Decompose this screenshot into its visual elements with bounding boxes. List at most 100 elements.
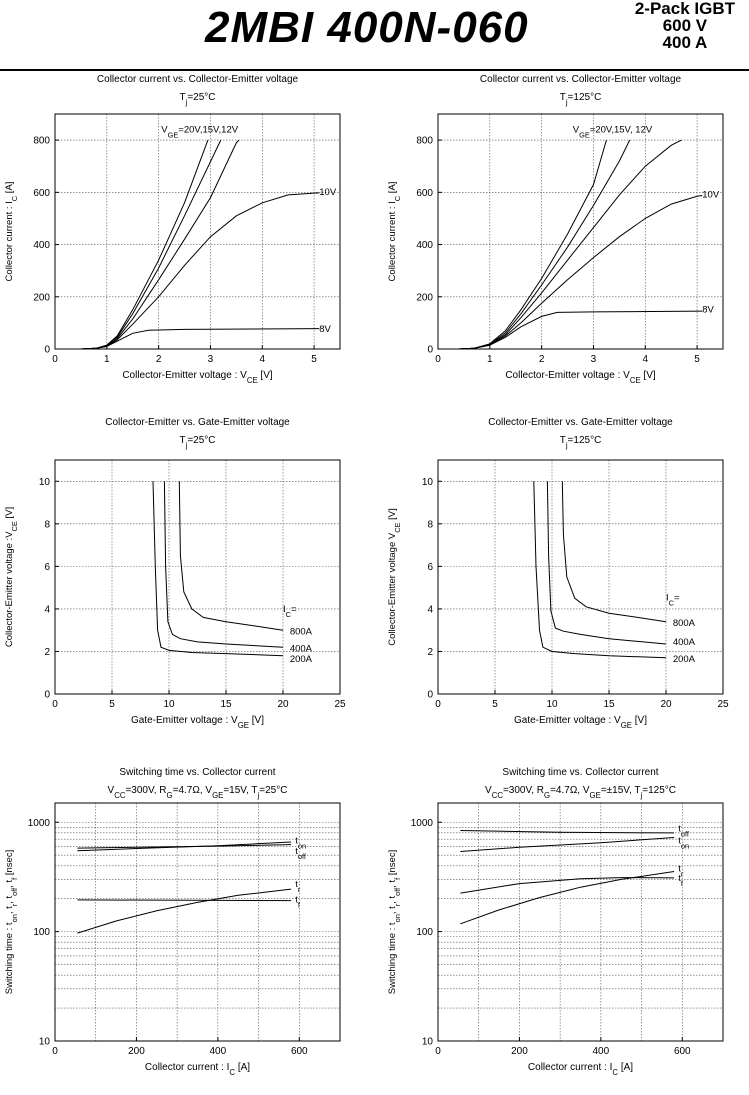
curve-annotation: ton bbox=[678, 835, 689, 850]
curve-annotation: IC= bbox=[666, 592, 680, 607]
curve-annotation: toff bbox=[295, 846, 307, 861]
x-tick-label: 5 bbox=[492, 699, 498, 710]
x-tick-label: 0 bbox=[52, 699, 58, 710]
x-tick-label: 200 bbox=[128, 1046, 145, 1057]
y-tick-label: 8 bbox=[44, 519, 50, 530]
y-tick-label: 0 bbox=[44, 690, 50, 701]
x-tick-label: 25 bbox=[717, 699, 729, 710]
curve-annotation: tf bbox=[295, 894, 301, 909]
y-tick-label: 100 bbox=[416, 927, 433, 938]
x-tick-label: 0 bbox=[435, 1046, 441, 1057]
plot-frame bbox=[54, 459, 341, 695]
plot-frame bbox=[437, 802, 724, 1042]
x-axis-label: Gate-Emitter voltage : VGE [V] bbox=[131, 715, 264, 730]
x-tick-label: 5 bbox=[694, 354, 700, 365]
plot-grid bbox=[55, 803, 340, 1041]
y-tick-label: 4 bbox=[427, 604, 433, 615]
curve-annotation: 800A bbox=[290, 626, 313, 637]
x-axis-label: Collector-Emitter voltage : VCE [V] bbox=[122, 370, 273, 385]
x-axis-label: Gate-Emitter voltage : VGE [V] bbox=[514, 715, 647, 730]
x-tick-label: 600 bbox=[291, 1046, 308, 1057]
chart-vce-vge-125c: Collector-Emitter vs. Gate-Emitter volta… bbox=[383, 415, 749, 745]
plot-frame bbox=[54, 802, 341, 1042]
curve-annotation: VGE=20V,15V, 12V bbox=[573, 124, 653, 138]
curve-annotation: toff bbox=[678, 824, 690, 839]
y-tick-label: 2 bbox=[427, 647, 433, 658]
x-axis-label: Collector current : IC [A] bbox=[528, 1062, 633, 1077]
x-tick-label: 10 bbox=[546, 699, 558, 710]
chart-subtitle: Tj=25°C bbox=[179, 92, 215, 107]
product-type: 2-Pack IGBT bbox=[634, 0, 735, 18]
plot-frame bbox=[54, 113, 341, 350]
x-tick-label: 20 bbox=[660, 699, 672, 710]
y-tick-label: 10 bbox=[422, 477, 434, 488]
x-axis-label: Collector-Emitter voltage : VCE [V] bbox=[505, 370, 656, 385]
curve-annotation: 400A bbox=[290, 643, 313, 654]
curve-annotation: tr bbox=[678, 863, 684, 878]
y-axis-label: Switching time : ton, tr, toff, tf [nsec… bbox=[4, 850, 19, 994]
y-tick-label: 200 bbox=[33, 292, 50, 303]
series-line-tr bbox=[77, 888, 292, 934]
series-line-800a bbox=[178, 481, 284, 631]
curve-annotation: 8V bbox=[702, 304, 714, 315]
plot-grid bbox=[438, 114, 723, 349]
x-tick-label: 20 bbox=[277, 699, 289, 710]
x-tick-label: 5 bbox=[109, 699, 115, 710]
x-tick-label: 1 bbox=[487, 354, 493, 365]
x-tick-label: 10 bbox=[163, 699, 175, 710]
y-tick-label: 10 bbox=[39, 1037, 51, 1048]
chart-subtitle: Tj=125°C bbox=[560, 92, 602, 107]
x-tick-label: 2 bbox=[156, 354, 162, 365]
y-tick-label: 6 bbox=[44, 562, 50, 573]
plot-frame bbox=[437, 459, 724, 695]
x-tick-label: 0 bbox=[52, 1046, 58, 1057]
chart-ic-vce-25c: Collector current vs. Collector-Emitter … bbox=[0, 72, 370, 402]
chart-title: Collector current vs. Collector-Emitter … bbox=[97, 74, 299, 85]
product-summary: 2-Pack IGBT 600 V 400 A bbox=[635, 0, 735, 51]
y-axis-label: Collector current : IC [A] bbox=[387, 182, 402, 282]
chart-switching-time-25c: Switching time vs. Collector current VCC=… bbox=[0, 765, 370, 1095]
y-tick-label: 8 bbox=[427, 519, 433, 530]
curve-annotation: 800A bbox=[673, 618, 696, 629]
y-tick-label: 100 bbox=[33, 927, 50, 938]
y-tick-label: 600 bbox=[416, 188, 433, 199]
y-tick-label: 4 bbox=[44, 604, 50, 615]
curve-annotation: VGE=20V,15V,12V bbox=[161, 124, 239, 138]
curve-annotation: 10V bbox=[319, 187, 337, 198]
plot-grid bbox=[438, 460, 723, 694]
y-tick-label: 0 bbox=[427, 690, 433, 701]
curve-annotation: 200A bbox=[290, 654, 313, 665]
chart-switching-time-125c: Switching time vs. Collector current VCC=… bbox=[383, 765, 749, 1095]
x-tick-label: 5 bbox=[311, 354, 317, 365]
y-tick-label: 10 bbox=[422, 1037, 434, 1048]
x-tick-label: 400 bbox=[210, 1046, 227, 1057]
y-tick-label: 2 bbox=[44, 647, 50, 658]
y-tick-label: 0 bbox=[44, 345, 50, 356]
series-line-200a bbox=[533, 481, 667, 659]
x-tick-label: 2 bbox=[539, 354, 545, 365]
chart-subtitle: VCC=300V, RG=4.7Ω, VGE=15V, Tj=25°C bbox=[108, 785, 288, 800]
chart-title: Switching time vs. Collector current bbox=[502, 767, 658, 778]
series-line bbox=[80, 192, 320, 350]
y-tick-label: 1000 bbox=[28, 818, 51, 829]
series-line bbox=[458, 310, 703, 350]
y-tick-label: 800 bbox=[33, 136, 50, 147]
y-tick-label: 800 bbox=[416, 136, 433, 147]
curve-annotation: 400A bbox=[673, 637, 696, 648]
y-tick-label: 1000 bbox=[411, 818, 434, 829]
x-tick-label: 4 bbox=[642, 354, 648, 365]
page-header: 2MBI 400N-060 2-Pack IGBT 600 V 400 A bbox=[0, 0, 749, 72]
curve-annotation: 10V bbox=[702, 190, 720, 201]
curve-annotation: tr bbox=[295, 879, 301, 894]
series-line bbox=[80, 328, 320, 350]
series-line-ton bbox=[460, 837, 675, 852]
x-tick-label: 3 bbox=[591, 354, 597, 365]
y-tick-label: 600 bbox=[33, 188, 50, 199]
y-tick-label: 400 bbox=[416, 240, 433, 251]
series-line bbox=[80, 139, 209, 350]
x-tick-label: 1 bbox=[104, 354, 110, 365]
y-tick-label: 200 bbox=[416, 292, 433, 303]
x-tick-label: 0 bbox=[52, 354, 58, 365]
plot-grid bbox=[438, 803, 723, 1041]
curve-annotation: 8V bbox=[319, 324, 331, 335]
